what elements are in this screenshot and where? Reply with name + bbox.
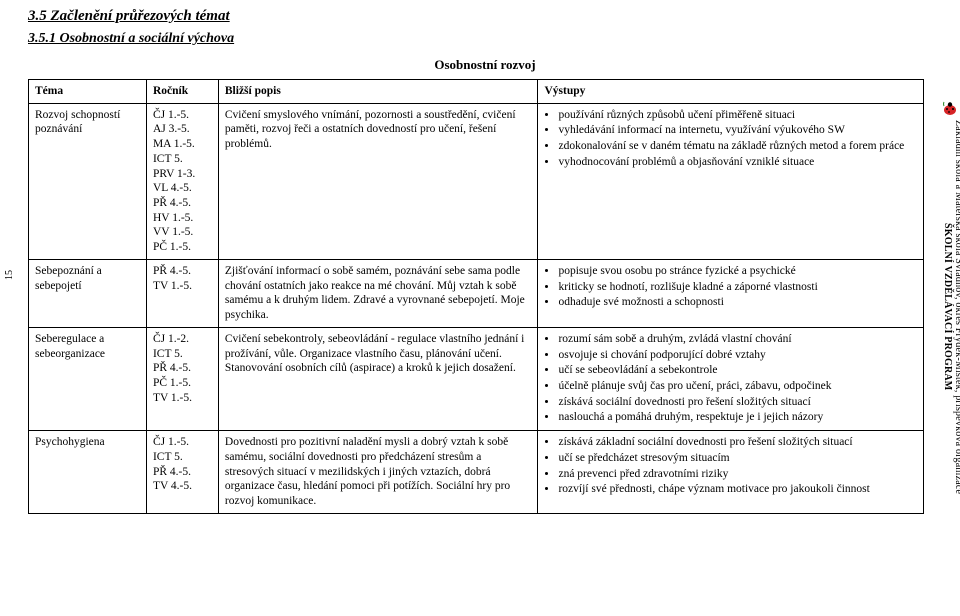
cell-popis: Zjišťování informací o sobě samém, pozná… [218,259,538,327]
list-item: získává sociální dovednosti pro řešení s… [558,395,917,410]
list-item: vyhodnocování problémů a objasňování vzn… [558,155,917,170]
cell-tema: Psychohygiena [29,431,147,514]
page-number: 15 [4,270,15,280]
cell-tema: Rozvoj schopností poznávání [29,103,147,259]
cell-tema: Sebepoznání a sebepojetí [29,259,147,327]
list-item: zdokonalování se v daném tématu na zákla… [558,139,917,154]
list-item: učí se předcházet stresovým situacím [558,451,917,466]
th-vystupy: Výstupy [538,80,924,104]
list-item: naslouchá a pomáhá druhým, respektuje je… [558,410,917,425]
ladybug-icon [942,100,958,116]
list-item: používání různých způsobů učení přiměřen… [558,108,917,123]
page: 15 Základní škola a Mateřská škola Sviad… [0,0,960,616]
section-heading: 3.5 Začlenění průřezových témat [28,8,942,25]
list-item: popisuje svou osobu po stránce fyzické a… [558,264,917,279]
rail-text: Základní škola a Mateřská škola Sviadnov… [942,120,960,494]
list-item: odhaduje své možnosti a schopnosti [558,295,917,310]
cell-vystupy: popisuje svou osobu po stránce fyzické a… [538,259,924,327]
cell-vystupy: používání různých způsobů učení přiměřen… [538,103,924,259]
list-item: rozumí sám sobě a druhým, zvládá vlastní… [558,332,917,347]
cell-rocnik: ČJ 1.-5. AJ 3.-5. MA 1.-5. ICT 5. PRV 1-… [146,103,218,259]
vystupy-list: používání různých způsobů učení přiměřen… [544,108,917,170]
list-item: zná prevenci před zdravotními riziky [558,467,917,482]
vystupy-list: získává základní sociální dovednosti pro… [544,435,917,497]
rail-line2: ŠKOLNÍ VZDĚLÁVACÍ PROGRAM [942,223,953,390]
vystupy-list: popisuje svou osobu po stránce fyzické a… [544,264,917,310]
table-row: Sebepoznání a sebepojetíPŘ 4.-5. TV 1.-5… [29,259,924,327]
th-tema: Téma [29,80,147,104]
right-rail: Základní škola a Mateřská škola Sviadnov… [942,100,958,494]
cell-popis: Dovednosti pro pozitivní naladění mysli … [218,431,538,514]
th-popis: Bližší popis [218,80,538,104]
list-item: získává základní sociální dovednosti pro… [558,435,917,450]
curriculum-table: Téma Ročník Bližší popis Výstupy Rozvoj … [28,79,924,514]
cell-vystupy: rozumí sám sobě a druhým, zvládá vlastní… [538,327,924,430]
cell-rocnik: PŘ 4.-5. TV 1.-5. [146,259,218,327]
list-item: osvojuje si chování podporující dobré vz… [558,348,917,363]
table-row: PsychohygienaČJ 1.-5. ICT 5. PŘ 4.-5. TV… [29,431,924,514]
cell-rocnik: ČJ 1.-2. ICT 5. PŘ 4.-5. PČ 1.-5. TV 1.-… [146,327,218,430]
th-rocnik: Ročník [146,80,218,104]
cell-popis: Cvičení sebekontroly, sebeovládání - reg… [218,327,538,430]
table-row: Rozvoj schopností poznáváníČJ 1.-5. AJ 3… [29,103,924,259]
list-item: účelně plánuje svůj čas pro učení, práci… [558,379,917,394]
cell-tema: Seberegulace a sebeorganizace [29,327,147,430]
list-item: učí se sebeovládání a sebekontrole [558,363,917,378]
rail-line1: Základní škola a Mateřská škola Sviadnov… [953,120,960,494]
cell-vystupy: získává základní sociální dovednosti pro… [538,431,924,514]
vystupy-list: rozumí sám sobě a druhým, zvládá vlastní… [544,332,917,425]
table-header-row: Téma Ročník Bližší popis Výstupy [29,80,924,104]
block-title: Osobnostní rozvoj [28,57,942,73]
subsection-heading: 3.5.1 Osobnostní a sociální výchova [28,31,942,47]
list-item: kriticky se hodnotí, rozlišuje kladné a … [558,280,917,295]
cell-rocnik: ČJ 1.-5. ICT 5. PŘ 4.-5. TV 4.-5. [146,431,218,514]
list-item: rozvíjí své přednosti, chápe význam moti… [558,482,917,497]
list-item: vyhledávání informací na internetu, využ… [558,123,917,138]
table-row: Seberegulace a sebeorganizaceČJ 1.-2. IC… [29,327,924,430]
cell-popis: Cvičení smyslového vnímání, pozornosti a… [218,103,538,259]
